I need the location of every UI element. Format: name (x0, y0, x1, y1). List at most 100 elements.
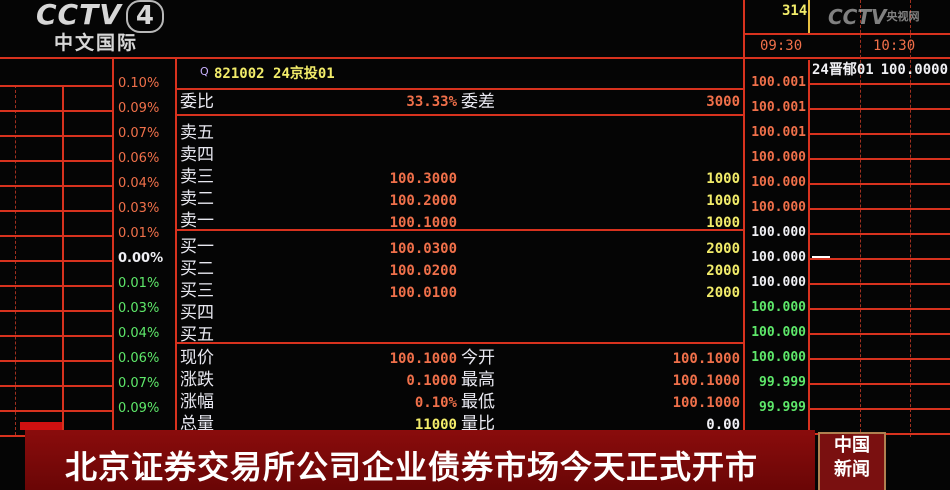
chart-price: 100.0000 (880, 62, 948, 78)
top-value: 314 (782, 3, 808, 19)
grid-line (175, 229, 745, 231)
stat-label: 涨跌 (180, 370, 214, 390)
weibi-label: 委比 (180, 92, 214, 112)
security-name: 24京投01 (273, 66, 335, 82)
pct-axis-label: 0.09% (118, 101, 160, 116)
grid-line (810, 233, 950, 235)
pct-axis-label: 0.09% (118, 401, 160, 416)
grid-line (0, 360, 112, 362)
weicha-value: 3000 (706, 94, 740, 110)
price-axis-label: 99.999 (759, 375, 806, 390)
asks-price: 100.1000 (389, 215, 457, 231)
price-axis-label: 100.000 (751, 150, 806, 165)
grid-line (0, 110, 112, 112)
weibi-value: 33.33% (406, 94, 457, 110)
stat-label: 现价 (180, 348, 214, 368)
price-axis-label: 100.000 (751, 225, 806, 240)
price-axis-label: 100.000 (751, 250, 806, 265)
badge-line2: 新闻 (834, 459, 870, 480)
bids-label: 买三 (180, 281, 214, 301)
search-icon[interactable]: Q (200, 65, 209, 78)
grid-line (112, 57, 114, 437)
stat-value: 100.1000 (672, 373, 740, 389)
grid-line (810, 333, 950, 335)
price-axis-label: 100.000 (751, 275, 806, 290)
grid-line (0, 160, 112, 162)
stat-label: 量比 (461, 414, 495, 434)
grid-line (0, 385, 112, 387)
weicha-label: 委差 (461, 92, 495, 112)
grid-line (743, 0, 745, 437)
grid-line (0, 260, 112, 262)
grid-line (810, 383, 950, 385)
stat-label: 今开 (461, 348, 495, 368)
grid-line (808, 0, 810, 35)
grid-line (810, 308, 950, 310)
asks-volume: 1000 (706, 193, 740, 209)
stat-value: 100.1000 (672, 351, 740, 367)
bids-label: 买四 (180, 303, 214, 323)
grid-line (810, 358, 950, 360)
asks-label: 卖二 (180, 189, 214, 209)
grid-line (175, 114, 745, 116)
stat-label: 最高 (461, 370, 495, 390)
chart-ticker: 24晋郁01 (812, 62, 874, 78)
grid-line (810, 283, 950, 285)
grid-line (0, 57, 950, 59)
asks-label: 卖三 (180, 167, 214, 187)
pct-axis-label: 0.03% (118, 201, 160, 216)
bids-label: 买五 (180, 325, 214, 345)
asks-label: 卖四 (180, 145, 214, 165)
grid-line (175, 88, 745, 90)
logo-brand: CCTV (36, 0, 122, 31)
pct-axis-label: 0.00% (118, 251, 164, 266)
grid-line (0, 85, 112, 87)
logo-subtitle: 中文国际 (54, 31, 139, 54)
stat-value: 0.00 (706, 417, 740, 433)
grid-line (0, 335, 112, 337)
bids-volume: 2000 (706, 263, 740, 279)
cctv4-logo: CCTV 4 中文国际 (36, 0, 164, 53)
stat-value: 100.1000 (672, 395, 740, 411)
stat-label: 总量 (180, 414, 214, 434)
security-title: 821002 24京投01 (214, 66, 335, 82)
pct-axis-label: 0.07% (118, 376, 160, 391)
bids-price: 100.0100 (389, 285, 457, 301)
grid-line (0, 410, 112, 412)
bids-label: 买一 (180, 237, 214, 257)
stat-value: 0.10% (414, 395, 457, 411)
asks-volume: 1000 (706, 215, 740, 231)
grid-line (175, 342, 745, 344)
price-axis-label: 100.001 (751, 100, 806, 115)
news-banner: 北京证券交易所公司企业债券市场今天正式开市 (25, 430, 815, 490)
asks-label: 卖五 (180, 123, 214, 143)
price-axis-label: 100.000 (751, 175, 806, 190)
grid-line (0, 285, 112, 287)
cctv-com-watermark: CCTV央视网 (828, 6, 919, 28)
grid-line (810, 108, 950, 110)
bids-label: 买二 (180, 259, 214, 279)
china-news-badge: 中国 新闻 (818, 432, 886, 490)
grid-line (810, 183, 950, 185)
grid-line (810, 83, 950, 85)
bids-volume: 2000 (706, 241, 740, 257)
bids-volume: 2000 (706, 285, 740, 301)
security-code: 821002 (214, 66, 265, 82)
time-start: 09:30 (760, 38, 803, 54)
bids-price: 100.0300 (389, 241, 457, 257)
banner-accent (20, 422, 62, 430)
price-axis-label: 100.000 (751, 300, 806, 315)
headline: 北京证券交易所公司企业债券市场今天正式开市 (65, 448, 759, 486)
price-axis-label: 100.000 (751, 325, 806, 340)
stat-value: 11000 (414, 417, 457, 433)
watermark-site: 央视网 (886, 10, 920, 23)
pct-axis-label: 0.06% (118, 351, 160, 366)
pct-axis-label: 0.07% (118, 126, 160, 141)
pct-axis-label: 0.04% (118, 176, 160, 191)
pct-axis-label: 0.03% (118, 301, 160, 316)
grid-line (0, 185, 112, 187)
asks-price: 100.3000 (389, 171, 457, 187)
grid-line (0, 135, 112, 137)
watermark-brand: CCTV (828, 5, 887, 29)
